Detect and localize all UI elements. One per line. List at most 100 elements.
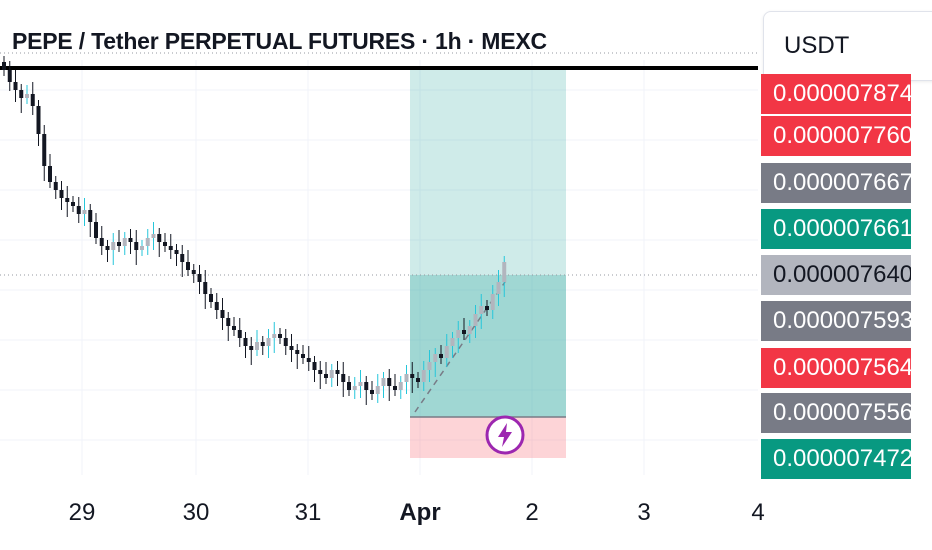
candle-body bbox=[502, 262, 507, 282]
candle-body bbox=[180, 254, 185, 262]
candle-body bbox=[318, 370, 323, 374]
candle-body bbox=[341, 374, 346, 382]
candle-body bbox=[203, 282, 208, 294]
candle-body bbox=[462, 330, 466, 334]
candle-body bbox=[25, 94, 29, 98]
currency-selector[interactable]: USDT bbox=[763, 11, 932, 81]
candle-body bbox=[111, 242, 116, 250]
candle-body bbox=[48, 166, 52, 182]
candle-body bbox=[329, 370, 334, 378]
candle-body bbox=[301, 354, 305, 358]
candle-body bbox=[94, 222, 98, 238]
time-axis-label: Apr bbox=[399, 499, 441, 526]
candle-body bbox=[59, 190, 64, 198]
candle-body bbox=[197, 274, 202, 282]
candle-body bbox=[255, 342, 259, 350]
candle-body bbox=[163, 242, 167, 246]
candle-body bbox=[324, 374, 328, 378]
candle-body bbox=[36, 106, 41, 134]
candle-body bbox=[53, 182, 58, 190]
candle-body bbox=[387, 378, 392, 386]
candle-body bbox=[134, 242, 139, 250]
candle-body bbox=[82, 210, 87, 214]
candle-body bbox=[335, 370, 340, 374]
trend-line-dashed bbox=[414, 281, 506, 413]
price-tag: 0.000007640 bbox=[761, 255, 911, 295]
candle-body bbox=[209, 294, 213, 302]
candle-body bbox=[140, 246, 144, 250]
candle-body bbox=[117, 242, 121, 246]
candle-body bbox=[490, 294, 495, 310]
candle-body bbox=[479, 306, 484, 314]
candle-body bbox=[214, 302, 219, 310]
candle-body bbox=[88, 210, 93, 222]
candle-body bbox=[42, 134, 47, 166]
candle-body bbox=[467, 326, 472, 334]
candle-body bbox=[157, 234, 162, 242]
candle-body bbox=[243, 338, 248, 346]
candle-body bbox=[416, 378, 420, 382]
candle-body bbox=[283, 338, 288, 346]
candle-body bbox=[450, 338, 455, 346]
candle-body bbox=[427, 362, 432, 370]
candle-body bbox=[151, 234, 156, 238]
candle-body bbox=[370, 390, 374, 394]
candle-body bbox=[347, 382, 351, 390]
candle-body bbox=[410, 374, 415, 378]
candle-body bbox=[306, 358, 311, 362]
price-tag: 0.000007472 bbox=[761, 439, 911, 479]
price-tag: 0.000007760 bbox=[761, 116, 911, 156]
candle-body bbox=[105, 246, 110, 250]
time-axis-label: 3 bbox=[637, 499, 651, 526]
candle-body bbox=[260, 342, 265, 346]
price-tag: 0.000007874 bbox=[761, 74, 911, 114]
candle-body bbox=[65, 198, 70, 202]
candle-body bbox=[249, 346, 254, 350]
candlestick-series bbox=[2, 56, 507, 405]
candle-body bbox=[232, 326, 236, 330]
candle-body bbox=[393, 386, 397, 390]
candle-body bbox=[295, 350, 300, 354]
candle-body bbox=[312, 362, 317, 370]
currency-label: USDT bbox=[784, 32, 850, 59]
time-axis-label: 2 bbox=[525, 499, 539, 526]
price-tag: 0.000007661 bbox=[761, 209, 911, 249]
candle-body bbox=[375, 386, 380, 394]
time-axis-label: 31 bbox=[294, 499, 322, 526]
candle-body bbox=[278, 334, 282, 338]
lightning-bolt-icon[interactable] bbox=[485, 415, 525, 455]
candle-body bbox=[128, 238, 133, 242]
candle-body bbox=[496, 282, 501, 294]
candle-body bbox=[168, 246, 173, 250]
candle-body bbox=[191, 270, 196, 274]
candle-body bbox=[2, 62, 6, 70]
candle-body bbox=[220, 310, 225, 318]
candle-body bbox=[444, 346, 449, 358]
candle-body bbox=[226, 318, 231, 326]
candle-body bbox=[99, 238, 104, 246]
candle-body bbox=[352, 386, 357, 390]
candle-body bbox=[7, 70, 12, 82]
price-tag: 0.000007593 bbox=[761, 301, 911, 341]
candle-body bbox=[381, 378, 386, 386]
time-axis-label: 4 bbox=[751, 499, 765, 526]
candle-body bbox=[13, 82, 18, 90]
candle-body bbox=[145, 238, 150, 246]
candle-body bbox=[186, 262, 190, 270]
candle-body bbox=[272, 334, 277, 338]
long-position-entry-zone bbox=[410, 275, 566, 417]
chart-grid bbox=[0, 60, 758, 475]
candle-body bbox=[30, 94, 35, 106]
time-axis-label: 30 bbox=[182, 499, 210, 526]
price-tag: 0.000007564 bbox=[761, 348, 911, 388]
candle-body bbox=[266, 338, 271, 346]
candle-body bbox=[122, 238, 127, 246]
candle-body bbox=[76, 206, 81, 214]
candle-body bbox=[404, 374, 409, 382]
candle-body bbox=[19, 90, 24, 98]
chart-title: PEPE / Tether PERPETUAL FUTURES · 1h · M… bbox=[12, 28, 547, 54]
price-tag: 0.000007556 bbox=[761, 393, 911, 433]
candle-body bbox=[237, 330, 242, 338]
candle-body bbox=[485, 306, 489, 310]
